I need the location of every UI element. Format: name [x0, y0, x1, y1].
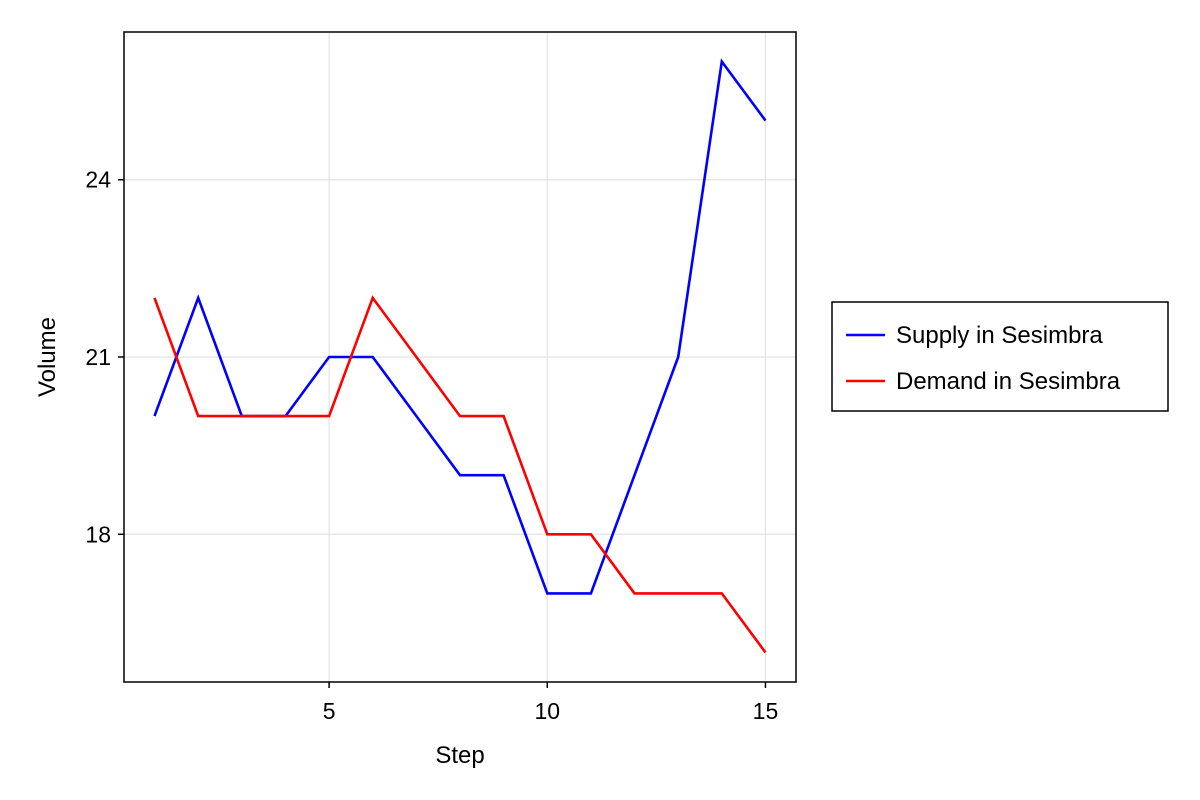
- x-tick-label: 10: [534, 698, 560, 724]
- series-layer: [153, 58, 767, 654]
- y-tick-label: 21: [85, 344, 111, 370]
- legend-label: Supply in Sesimbra: [896, 322, 1103, 349]
- x-tick-label: 15: [753, 698, 779, 724]
- legend-label: Demand in Sesimbra: [896, 368, 1121, 395]
- grid: [124, 32, 796, 682]
- legend: Supply in Sesimbra Demand in Sesimbra: [831, 301, 1169, 412]
- series-line-demand: [153, 295, 767, 654]
- series-line-supply: [153, 58, 767, 595]
- y-tick-label: 18: [85, 521, 111, 547]
- y-tick-label: 24: [85, 167, 111, 193]
- x-axis-label: Step: [435, 742, 484, 769]
- legend-box: [831, 301, 1169, 412]
- x-tick-label: 5: [323, 698, 336, 724]
- legend-items: Supply in Sesimbra Demand in Sesimbra: [846, 322, 1121, 395]
- axis-ticks: 5 10 15 18 21 24: [85, 167, 778, 724]
- y-axis-label: Volume: [34, 317, 61, 397]
